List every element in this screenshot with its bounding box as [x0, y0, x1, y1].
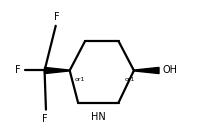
Polygon shape	[134, 67, 159, 74]
Text: or1: or1	[125, 77, 135, 82]
Text: HN: HN	[91, 112, 106, 122]
Text: F: F	[42, 114, 47, 124]
Text: F: F	[54, 12, 60, 22]
Polygon shape	[45, 67, 70, 74]
Text: F: F	[15, 66, 21, 75]
Text: or1: or1	[75, 77, 85, 82]
Text: OH: OH	[163, 66, 178, 75]
